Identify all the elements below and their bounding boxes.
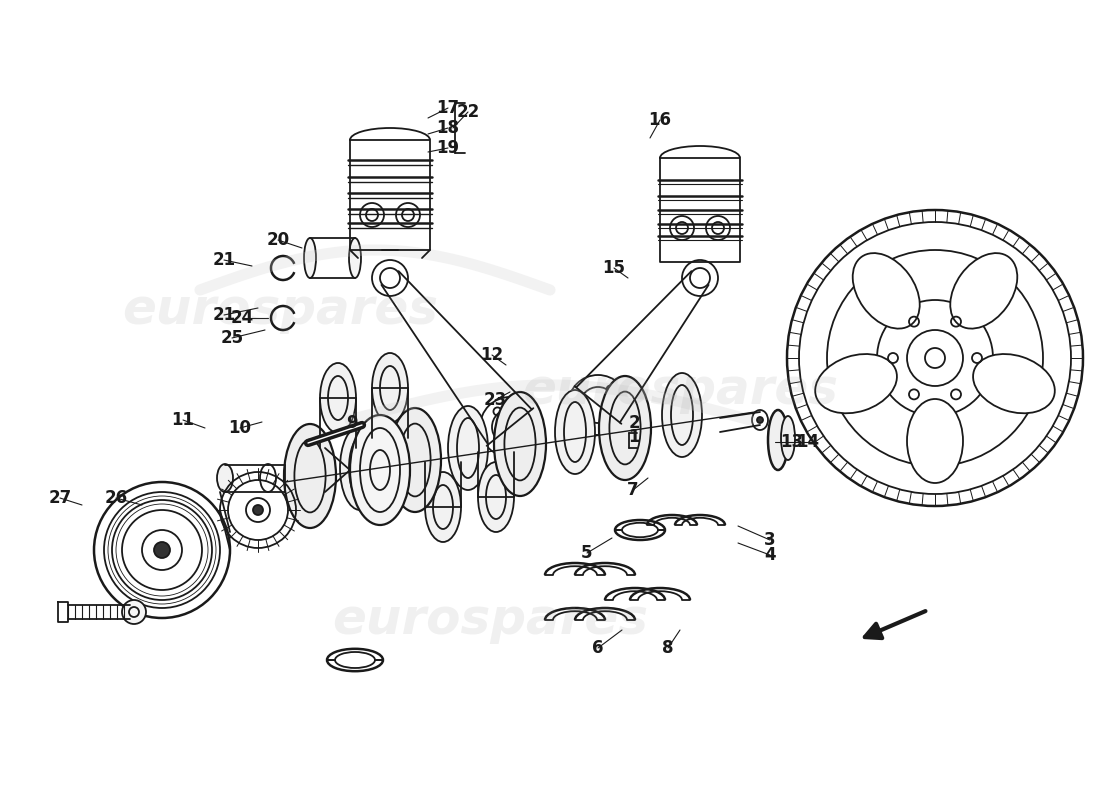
Ellipse shape [284, 424, 336, 528]
Ellipse shape [815, 354, 896, 414]
Text: eurospares: eurospares [122, 286, 438, 334]
Text: eurospares: eurospares [332, 596, 648, 644]
Ellipse shape [448, 406, 488, 490]
Text: 26: 26 [104, 489, 128, 507]
Text: 23: 23 [483, 391, 507, 409]
Ellipse shape [950, 253, 1018, 329]
Text: 7: 7 [627, 481, 639, 499]
Text: 4: 4 [764, 546, 776, 564]
Text: 3: 3 [764, 531, 776, 549]
Ellipse shape [389, 408, 441, 512]
Text: 11: 11 [172, 411, 195, 429]
Text: 15: 15 [603, 259, 626, 277]
Text: 14: 14 [796, 433, 820, 451]
Ellipse shape [908, 399, 962, 483]
Text: 1: 1 [628, 428, 640, 446]
Ellipse shape [285, 436, 324, 520]
Text: 2: 2 [628, 414, 640, 432]
Ellipse shape [340, 426, 379, 510]
Ellipse shape [600, 376, 651, 480]
Ellipse shape [349, 238, 361, 278]
Ellipse shape [781, 416, 795, 460]
Ellipse shape [395, 416, 434, 500]
Ellipse shape [494, 392, 546, 496]
Text: 17: 17 [437, 99, 460, 117]
Text: 18: 18 [437, 119, 460, 137]
Ellipse shape [304, 238, 316, 278]
Ellipse shape [502, 398, 542, 482]
Text: 22: 22 [456, 103, 480, 121]
Text: 19: 19 [437, 139, 460, 157]
Ellipse shape [478, 462, 514, 532]
Text: 16: 16 [649, 111, 671, 129]
Ellipse shape [768, 410, 788, 470]
Circle shape [253, 505, 263, 515]
Ellipse shape [608, 380, 648, 464]
Circle shape [757, 417, 763, 423]
Text: 24: 24 [230, 309, 254, 327]
Ellipse shape [320, 363, 356, 433]
Text: 13: 13 [780, 433, 804, 451]
Text: 9: 9 [346, 414, 358, 432]
Text: 21: 21 [212, 251, 235, 269]
Ellipse shape [852, 253, 920, 329]
Ellipse shape [350, 415, 410, 525]
Text: 6: 6 [592, 639, 604, 657]
Ellipse shape [217, 464, 233, 492]
Ellipse shape [556, 390, 595, 474]
Ellipse shape [372, 353, 408, 423]
Ellipse shape [662, 373, 702, 457]
Text: 12: 12 [481, 346, 504, 364]
Text: 8: 8 [662, 639, 673, 657]
Text: 27: 27 [48, 489, 72, 507]
Text: 25: 25 [220, 329, 243, 347]
Ellipse shape [974, 354, 1055, 414]
Text: 10: 10 [229, 419, 252, 437]
Text: 21: 21 [212, 306, 235, 324]
Ellipse shape [425, 472, 461, 542]
Circle shape [122, 600, 146, 624]
Text: 20: 20 [266, 231, 289, 249]
Circle shape [154, 542, 170, 558]
Text: eurospares: eurospares [522, 366, 838, 414]
Text: 5: 5 [581, 544, 593, 562]
